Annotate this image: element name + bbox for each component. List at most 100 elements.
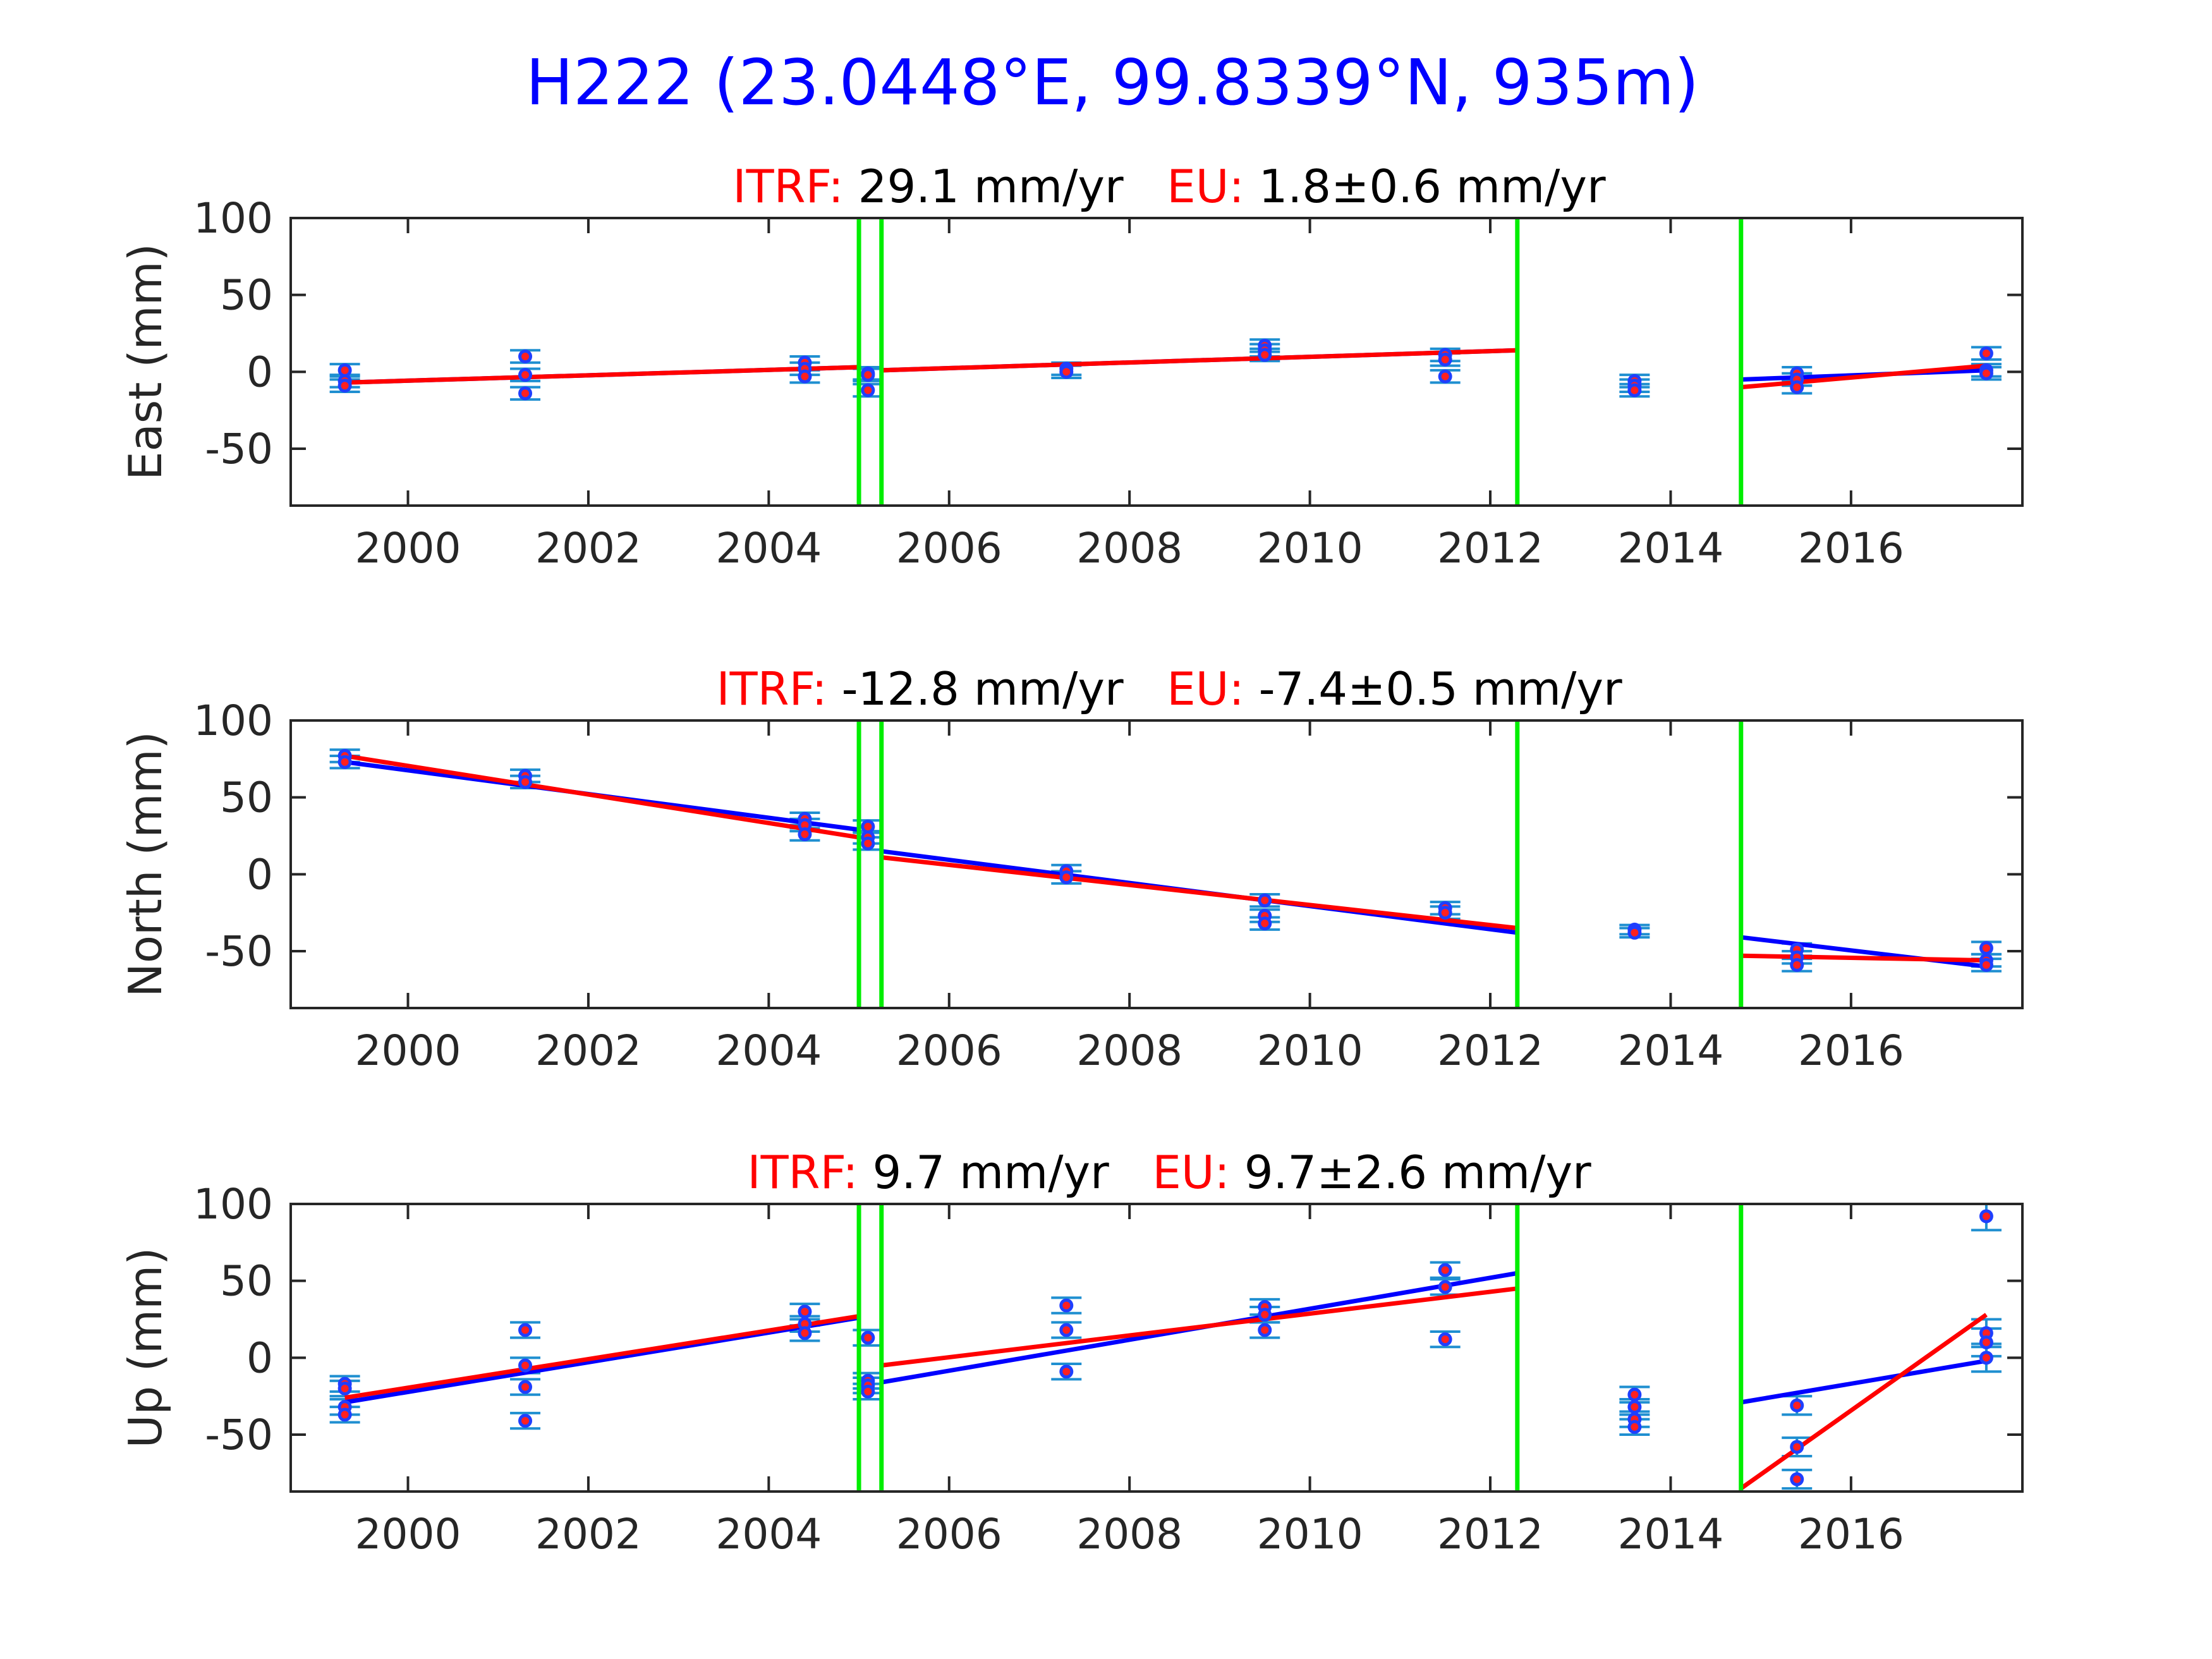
up-xtick-label: 2000 xyxy=(355,1510,461,1559)
east-ytick-label: 0 xyxy=(246,348,273,396)
east-data-point xyxy=(1438,369,1452,384)
up-data-point xyxy=(337,1407,352,1422)
north-eu-label: EU: xyxy=(1167,662,1258,715)
north-xtick-label: 2016 xyxy=(1798,1026,1904,1075)
north-data-point xyxy=(798,827,812,842)
up-itrf-value: 9.7 mm/yr xyxy=(873,1146,1153,1199)
east-eu-value: 1.8±0.6 mm/yr xyxy=(1259,160,1606,213)
north-data-point xyxy=(861,836,875,851)
east-xtick-label: 2004 xyxy=(715,524,822,573)
east-xtick-label: 2010 xyxy=(1257,524,1363,573)
east-data-point xyxy=(861,368,875,382)
up-ylabel: Up (mm) xyxy=(119,1248,172,1449)
east-data-point xyxy=(518,349,533,363)
up-subtitle: ITRF: 9.7 mm/yr EU: 9.7±2.6 mm/yr xyxy=(747,1146,1591,1199)
up-data-point xyxy=(798,1326,812,1340)
north-data-point xyxy=(1627,925,1642,940)
up-data-point xyxy=(1790,1440,1804,1454)
north-itrf-value: -12.8 mm/yr xyxy=(842,662,1167,715)
east-data-point xyxy=(337,379,352,393)
east-red-fit-segment xyxy=(881,348,1517,373)
north-plot-area xyxy=(329,748,2002,973)
up-data-point xyxy=(1059,1323,1074,1337)
north-data-point xyxy=(1059,870,1074,885)
north-xtick-label: 2006 xyxy=(896,1026,1002,1075)
east-data-point xyxy=(798,369,812,384)
east-xtick-label: 2000 xyxy=(355,524,461,573)
north-itrf-label: ITRF: xyxy=(716,662,841,715)
east-data-point xyxy=(518,386,533,401)
up-data-point xyxy=(1627,1387,1642,1402)
north-xtick-label: 2002 xyxy=(535,1026,641,1075)
north-xtick-label: 2012 xyxy=(1437,1026,1543,1075)
up-data-point xyxy=(1627,1400,1642,1414)
up-eu-label: EU: xyxy=(1152,1146,1244,1199)
up-data-point xyxy=(1258,1308,1272,1322)
east-data-point xyxy=(1627,383,1642,398)
up-red-fit-segment xyxy=(881,1286,1518,1368)
north-xtick-label: 2004 xyxy=(715,1026,822,1075)
up-data-point xyxy=(798,1304,812,1319)
up-data-point xyxy=(1979,1335,1993,1349)
up-data-point xyxy=(1438,1263,1452,1277)
up-xtick-label: 2010 xyxy=(1257,1510,1363,1559)
north-subtitle: ITRF: -12.8 mm/yr EU: -7.4±0.5 mm/yr xyxy=(716,662,1622,715)
up-eu-value: 9.7±2.6 mm/yr xyxy=(1244,1146,1591,1199)
up-red-fit-segment xyxy=(344,1314,860,1401)
up-data-point xyxy=(1790,1398,1804,1413)
up-data-point xyxy=(518,1323,533,1337)
north-data-point xyxy=(1979,941,1993,956)
north-data-point xyxy=(1258,916,1272,931)
up-data-point xyxy=(337,1381,352,1395)
east-ytick-label: 100 xyxy=(193,194,273,243)
up-data-point xyxy=(1438,1332,1452,1347)
north-xtick-label: 2008 xyxy=(1076,1026,1182,1075)
east-xtick-label: 2006 xyxy=(896,524,1002,573)
east-data-point xyxy=(1790,380,1804,394)
north-red-fit-segment xyxy=(1741,953,1986,963)
up-data-point xyxy=(518,1358,533,1373)
up-ytick-label: 100 xyxy=(193,1180,273,1229)
east-xtick-label: 2012 xyxy=(1437,524,1543,573)
east-red-fit-segment xyxy=(344,365,860,385)
up-data-point xyxy=(861,1330,875,1345)
east-data-point xyxy=(337,363,352,377)
up-ytick-label: -50 xyxy=(205,1411,273,1459)
up-data-point xyxy=(1627,1419,1642,1434)
north-data-point xyxy=(518,775,533,789)
east-data-point xyxy=(1979,366,1993,380)
north-data-point xyxy=(1438,906,1452,920)
up-data-point xyxy=(518,1380,533,1394)
north-eu-value: -7.4±0.5 mm/yr xyxy=(1259,662,1622,715)
up-xtick-label: 2014 xyxy=(1617,1510,1723,1559)
north-data-point xyxy=(1790,957,1804,972)
up-xtick-label: 2008 xyxy=(1076,1510,1182,1559)
up-xtick-label: 2004 xyxy=(715,1510,822,1559)
up-plot-area xyxy=(329,1204,2002,1490)
up-xtick-label: 2002 xyxy=(535,1510,641,1559)
up-itrf-label: ITRF: xyxy=(747,1146,872,1199)
north-panel: 2000 2002 2004 2006 2008 2010 2012 2014 2016 100 5… xyxy=(119,662,2024,1075)
east-xtick-label: 2008 xyxy=(1076,524,1182,573)
up-data-point xyxy=(1790,1472,1804,1486)
north-data-point xyxy=(1258,893,1272,908)
east-xtick-label: 2002 xyxy=(535,524,641,573)
up-data-point xyxy=(1059,1364,1074,1379)
north-axes-box xyxy=(289,719,2024,1009)
east-data-point xyxy=(1438,352,1452,367)
east-itrf-label: ITRF: xyxy=(732,160,858,213)
up-data-point xyxy=(518,1414,533,1428)
east-panel: 2000 2002 2004 2006 2008 2010 2012 2014 2016 100 5… xyxy=(119,160,2024,573)
up-axes-box xyxy=(289,1203,2024,1493)
up-blue-fit-segment xyxy=(1741,1358,1987,1405)
east-xtick-label: 2014 xyxy=(1617,524,1723,573)
up-data-point xyxy=(1059,1298,1074,1313)
up-ytick-label: 50 xyxy=(220,1257,273,1306)
figure-title: H222 (23.0448°E, 99.8339°N, 935m) xyxy=(526,46,1699,119)
east-xtick-label: 2016 xyxy=(1798,524,1904,573)
east-axes-box xyxy=(289,217,2024,507)
east-ytick-label: 50 xyxy=(220,271,273,320)
north-data-point xyxy=(861,819,875,834)
up-ytick-label: 0 xyxy=(246,1334,273,1382)
